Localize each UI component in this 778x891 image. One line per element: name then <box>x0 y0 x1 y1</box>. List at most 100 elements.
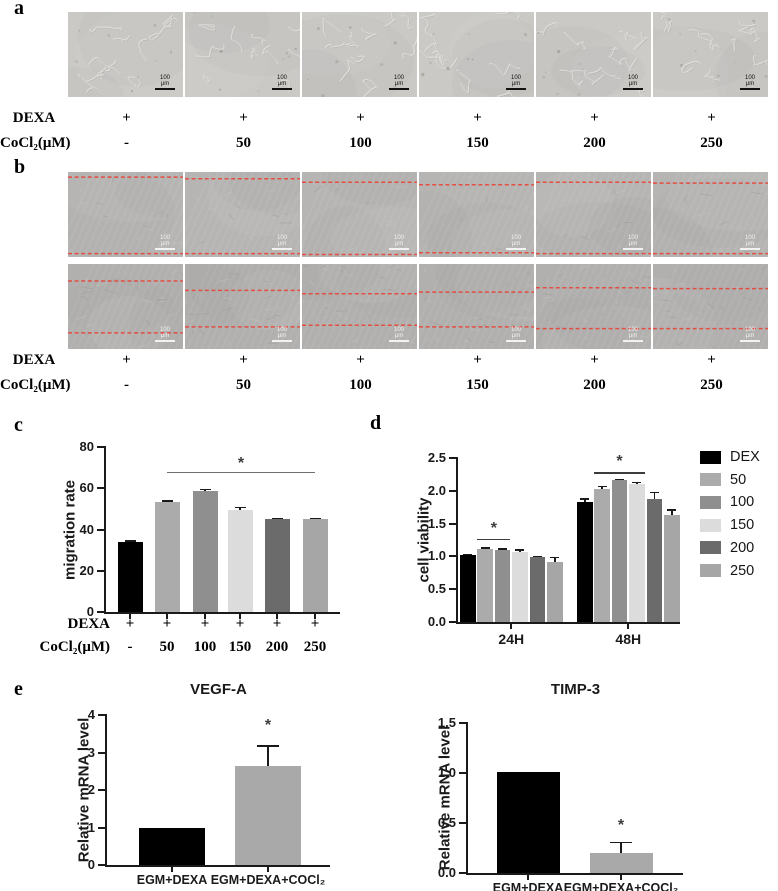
microscopy-image: 100 μm <box>419 12 534 97</box>
error-bar-cap <box>550 556 560 559</box>
y-tick-label: 0 <box>86 604 94 619</box>
category-label: EGM+DEXA+COCl₂ <box>563 881 679 891</box>
error-bar-cap <box>161 500 173 502</box>
scale-bar: 100 μm <box>272 75 292 90</box>
category-label: EGM+DEXA <box>136 873 208 887</box>
microscopy-image: 100 μm <box>536 12 651 97</box>
bar <box>154 502 180 612</box>
error-bar-cap <box>480 547 490 549</box>
y-tick-label: 2.5 <box>427 450 446 465</box>
legend-swatch <box>700 495 721 509</box>
y-tick-label: 0.0 <box>437 865 456 880</box>
category-label: EGM+DEXA <box>492 881 564 891</box>
bar <box>577 501 593 622</box>
y-tick-mark <box>449 588 456 591</box>
x-tick-mark <box>627 624 630 629</box>
y-tick-label: 20 <box>79 562 94 578</box>
condition-value: + <box>473 352 482 368</box>
panel-b-label: b <box>14 156 26 178</box>
legend-label: 100 <box>730 494 755 511</box>
x-tick-mark <box>166 614 168 619</box>
axis-annotation-value: 250 <box>303 639 327 655</box>
legend-item: DEX <box>700 449 760 465</box>
error-bar-whisker <box>584 498 586 502</box>
condition-value: + <box>122 352 131 368</box>
condition-value: 50 <box>236 377 251 393</box>
error-bar-whisker <box>267 745 269 767</box>
condition-value: 50 <box>236 135 251 151</box>
scale-bar: 100 μm <box>155 327 175 342</box>
y-tick-mark <box>449 621 456 623</box>
y-tick-mark <box>97 528 104 531</box>
x-tick-mark <box>276 614 278 619</box>
axis-annotation-value: 100 <box>193 639 217 655</box>
group-label: 48H <box>615 631 642 647</box>
error-bar-cap <box>649 491 659 494</box>
microscopy-image: 100 μm <box>419 264 534 349</box>
y-axis-label: Relative mRNA level <box>436 725 454 871</box>
panel-b-image-row-0h: 100 μm 100 μm 100 μm 100 μm 100 μm 100 μm <box>68 172 768 257</box>
bar <box>302 519 328 612</box>
x-tick-mark <box>314 614 316 619</box>
y-tick-mark <box>459 822 466 824</box>
legend-item: 150 <box>700 517 754 533</box>
axis-annotation-value: 50 <box>159 639 175 655</box>
condition-value: - <box>124 377 129 393</box>
legend-item: 50 <box>700 472 746 488</box>
legend-swatch <box>700 541 721 555</box>
bar <box>529 557 546 622</box>
bar <box>547 562 563 622</box>
condition-row: DEXA + + + + + + <box>0 348 778 373</box>
y-tick-mark <box>97 611 104 613</box>
bar <box>494 549 511 622</box>
condition-row-label: DEXA <box>12 110 56 126</box>
significance-line <box>167 471 315 474</box>
y-tick-label: 0 <box>87 857 95 872</box>
legend-swatch <box>700 473 721 487</box>
y-axis-label: Relative mRNA level <box>75 717 93 863</box>
bar <box>629 483 645 622</box>
panel-a-label: a <box>14 0 24 19</box>
scale-bar: 100 μm <box>740 235 760 250</box>
legend-swatch <box>700 518 721 532</box>
microscopy-image: 100 μm <box>536 172 651 257</box>
category-label: EGM+DEXA+COCl₂ <box>210 873 326 887</box>
microscopy-image: 100 μm <box>302 264 417 349</box>
microscopy-image: 100 μm <box>185 264 300 349</box>
x-axis <box>456 622 680 624</box>
condition-value: + <box>473 110 482 126</box>
condition-value: 100 <box>349 135 372 151</box>
y-tick-mark <box>449 522 456 525</box>
bar <box>460 555 476 622</box>
axis-annotation-value: 150 <box>228 639 252 655</box>
axis-annotation-value: + <box>162 616 172 632</box>
y-tick-label: 2 <box>87 782 95 797</box>
condition-value: + <box>707 110 716 126</box>
microscopy-image: 100 μm <box>653 264 768 349</box>
x-tick-mark <box>527 875 529 880</box>
scale-bar: 100 μm <box>623 75 643 90</box>
bar <box>664 515 680 622</box>
legend-item: 200 <box>700 540 754 556</box>
y-tick-mark <box>449 489 456 492</box>
condition-row: CoCl₂(μM) - 50 100 150 200 250 <box>0 131 778 156</box>
microscopy-image: 100 μm <box>653 12 768 97</box>
y-tick-label: 1.0 <box>437 765 456 780</box>
chart-title: VEGF-A <box>190 681 247 698</box>
condition-value: + <box>590 110 599 126</box>
y-tick-label: 60 <box>79 480 94 496</box>
y-tick-label: 0.5 <box>437 815 456 830</box>
error-bar-cap <box>610 841 632 843</box>
error-bar-whisker <box>239 507 241 510</box>
bar <box>192 491 218 612</box>
error-bar-whisker <box>519 549 521 553</box>
error-bar-cap <box>580 498 590 500</box>
error-bar-whisker <box>671 509 673 516</box>
error-bar-cap <box>615 478 625 481</box>
y-tick-label: 1.0 <box>427 548 446 564</box>
y-axis-label: migration rate <box>61 479 79 580</box>
y-axis <box>456 457 458 624</box>
panel-e-label: e <box>14 678 23 700</box>
axis-annotation-label: DEXA <box>67 616 110 632</box>
